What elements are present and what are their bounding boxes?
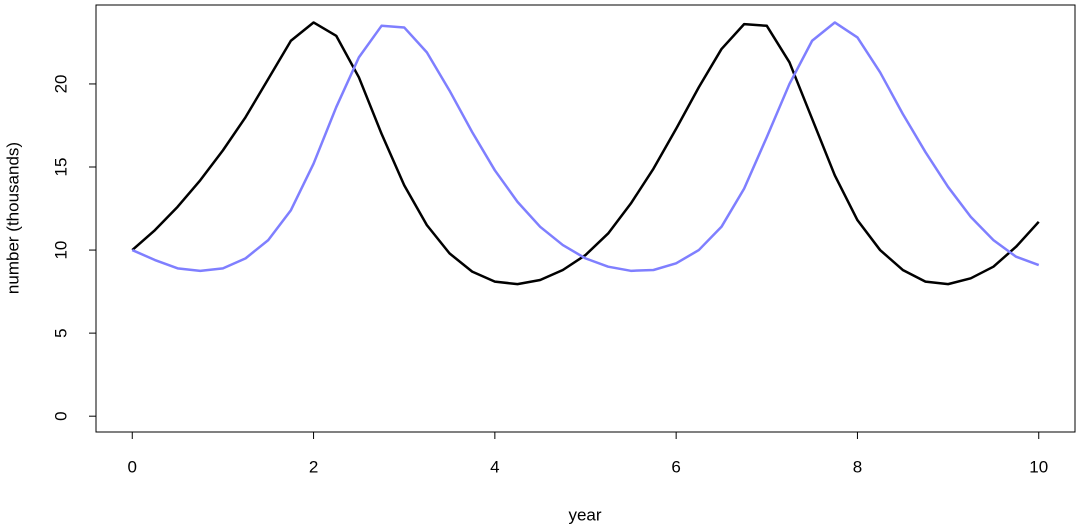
x-axis-title: year xyxy=(568,505,601,524)
plot-box xyxy=(95,4,1076,433)
x-tick-label: 6 xyxy=(671,457,680,476)
series-line xyxy=(131,21,1040,286)
series-line xyxy=(131,21,1040,273)
x-tick-label: 8 xyxy=(853,457,862,476)
y-tick-label: 5 xyxy=(51,328,70,337)
y-tick-label: 15 xyxy=(51,158,70,177)
x-tick-label: 10 xyxy=(1029,457,1048,476)
y-tick-label: 20 xyxy=(51,74,70,93)
x-tick-label: 0 xyxy=(128,457,137,476)
x-tick-label: 4 xyxy=(490,457,499,476)
x-tick-label: 2 xyxy=(309,457,318,476)
y-axis-title: number (thousands) xyxy=(3,142,22,294)
y-tick-label: 10 xyxy=(51,241,70,260)
y-tick-label: 0 xyxy=(51,411,70,420)
